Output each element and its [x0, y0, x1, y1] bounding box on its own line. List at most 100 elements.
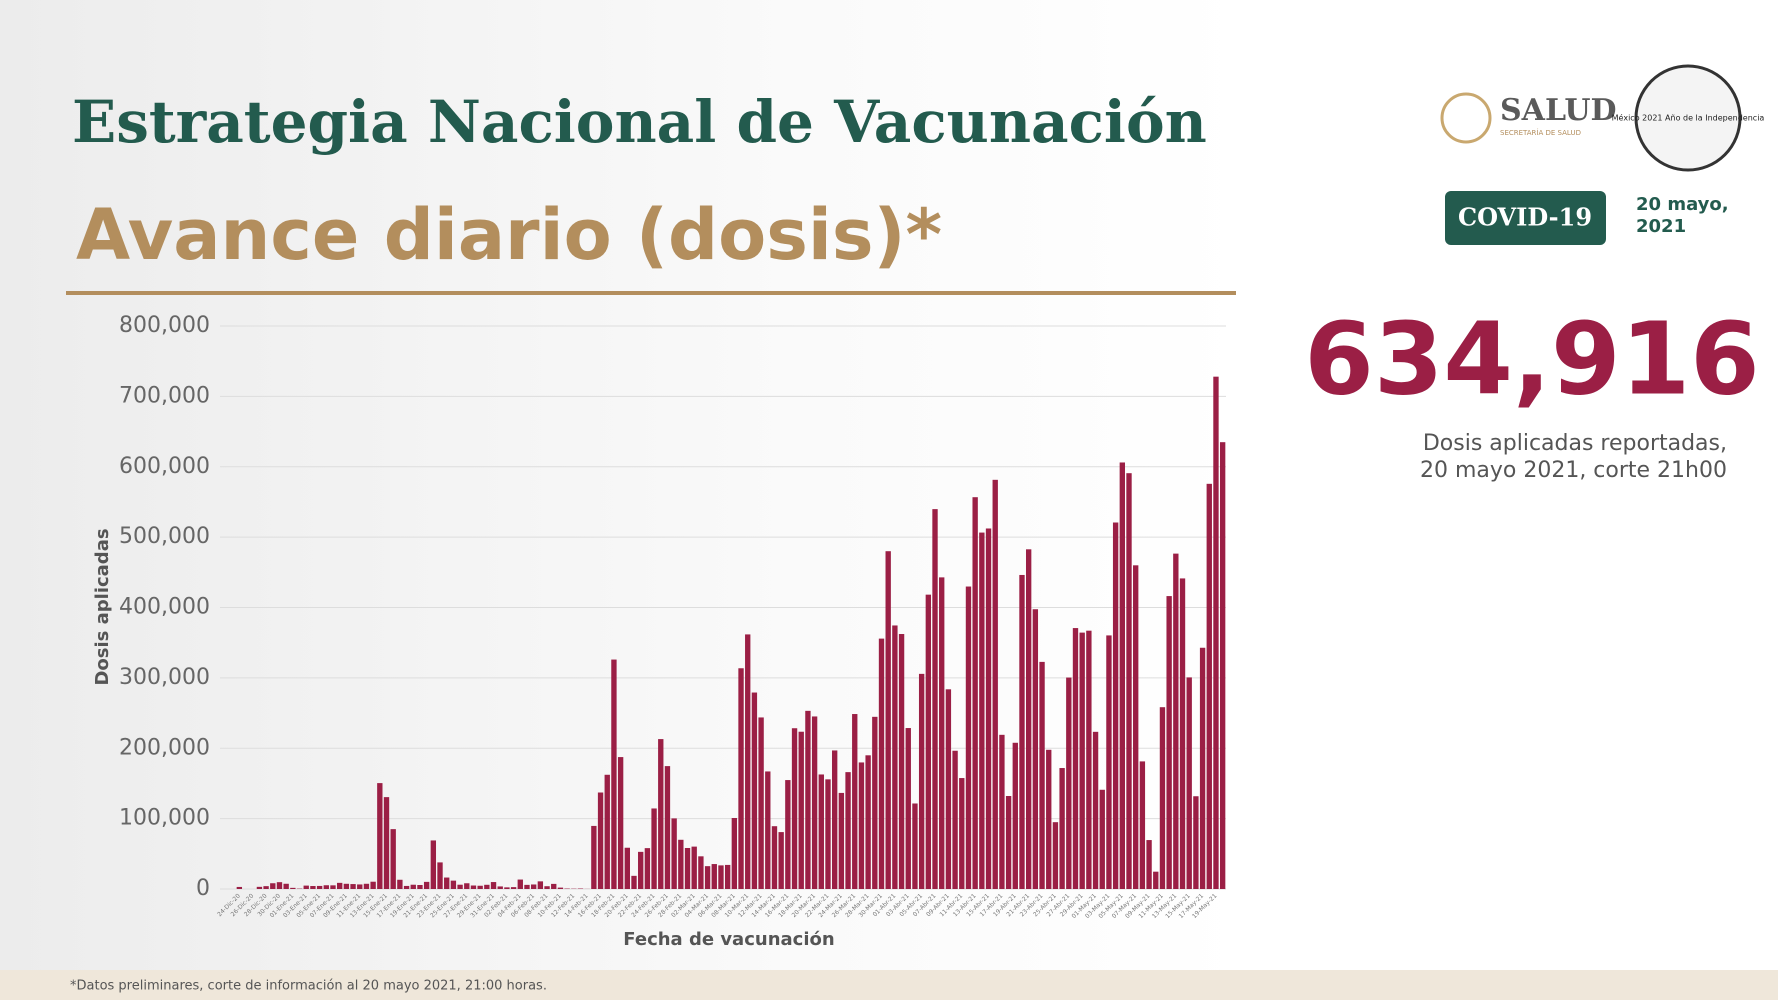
bar [450, 880, 457, 889]
bar [758, 717, 764, 889]
bar [691, 846, 697, 889]
bar [845, 772, 851, 889]
bar [925, 594, 932, 889]
bar [1159, 707, 1166, 889]
bar [410, 884, 416, 889]
bar [1133, 565, 1139, 889]
y-axis-title: Dosis aplicadas [92, 528, 113, 685]
bar [751, 692, 758, 889]
bar [898, 634, 905, 889]
bar [470, 885, 477, 889]
bar [671, 818, 677, 889]
footer-band [0, 970, 1778, 1000]
bar [704, 866, 711, 889]
bar [557, 887, 564, 889]
bar [350, 884, 356, 889]
bar [1106, 635, 1112, 889]
bar [1219, 442, 1226, 889]
bar [1099, 789, 1105, 889]
bar [1126, 473, 1132, 889]
bar [444, 877, 450, 889]
bar [303, 885, 309, 889]
bar [912, 803, 918, 889]
y-tick-label: 400,000 [119, 595, 210, 620]
bar [316, 885, 323, 889]
bar [724, 864, 731, 889]
bar [711, 864, 717, 889]
bar [952, 750, 958, 889]
covid-badge [1445, 191, 1606, 245]
y-tick-label: 600,000 [119, 454, 210, 479]
y-tick-label: 0 [196, 876, 210, 901]
bar [370, 881, 376, 889]
bar [1193, 796, 1199, 889]
bar [484, 884, 490, 889]
bar [664, 766, 671, 889]
bar [591, 825, 597, 889]
bar [457, 884, 463, 889]
bar [1039, 661, 1045, 889]
bar [357, 884, 363, 889]
bar [530, 884, 537, 889]
bar [992, 479, 998, 889]
bar [390, 829, 396, 889]
bar [932, 509, 938, 889]
bar [905, 728, 911, 889]
bar [477, 885, 483, 889]
bar [765, 771, 771, 889]
y-tick-label: 200,000 [119, 735, 210, 760]
bar [818, 774, 824, 889]
bar [805, 710, 811, 889]
bar [852, 714, 858, 889]
bar [1025, 549, 1032, 889]
bar [1072, 628, 1079, 889]
bar [1213, 376, 1219, 889]
bar [832, 750, 838, 889]
bar [872, 716, 878, 889]
bar [979, 532, 985, 889]
bar [283, 883, 289, 889]
bar [617, 757, 624, 889]
bar [945, 689, 952, 889]
bar [417, 885, 423, 889]
bar [1012, 742, 1018, 889]
bar [798, 731, 804, 889]
bar [1179, 578, 1186, 889]
bar [510, 887, 517, 889]
bar [892, 625, 898, 889]
bar [698, 856, 704, 889]
bar [778, 832, 784, 889]
y-tick-label: 500,000 [119, 524, 210, 549]
bar [497, 886, 503, 889]
bar [658, 739, 664, 889]
bar [1199, 647, 1206, 889]
bar [1052, 822, 1059, 889]
emblem [1634, 64, 1742, 172]
bar [464, 883, 470, 889]
bar [972, 497, 978, 889]
bar [1173, 553, 1179, 889]
bar [878, 638, 885, 889]
bar [1079, 632, 1085, 889]
bar [597, 792, 604, 889]
bar [256, 886, 263, 889]
bar [644, 848, 651, 889]
bar [551, 883, 557, 889]
bar [638, 851, 644, 889]
date: 20 mayo, 2021 [1636, 194, 1729, 237]
bar [838, 792, 845, 889]
bar [343, 883, 350, 889]
bar [858, 762, 865, 889]
bar [811, 716, 818, 889]
bar [236, 886, 243, 889]
bar [684, 847, 691, 889]
bar [1059, 768, 1065, 889]
bar [377, 783, 383, 889]
bar [918, 673, 925, 889]
bar [939, 577, 945, 889]
bar [330, 885, 336, 889]
logo-seal [1440, 92, 1492, 144]
bar [430, 840, 437, 889]
badge-text: COVID-19 [1458, 203, 1592, 232]
bar [323, 885, 329, 889]
